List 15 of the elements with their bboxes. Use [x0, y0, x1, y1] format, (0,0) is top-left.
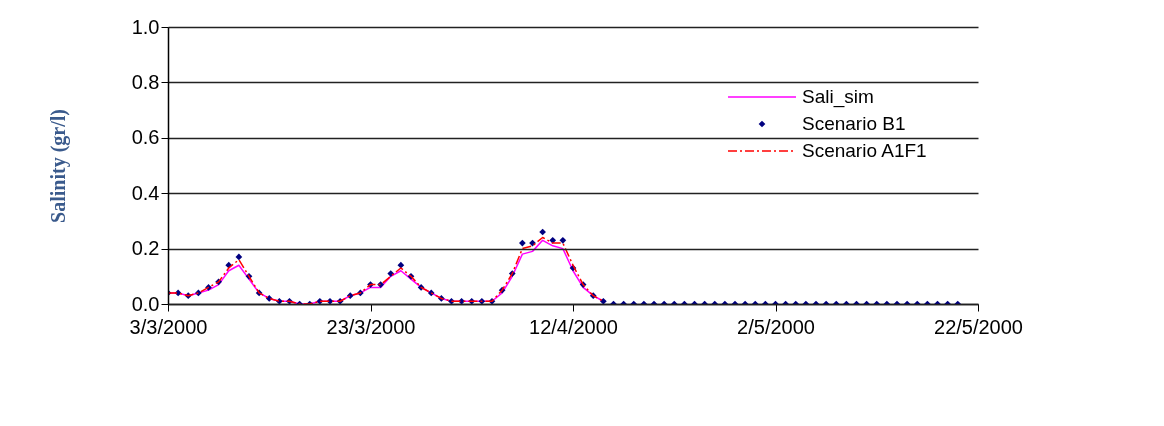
y-tick-label: 0.8 — [131, 70, 160, 93]
y-tick-label: 0.2 — [131, 237, 160, 260]
legend-label: Sali_sim — [802, 86, 874, 108]
x-tick-label: 12/4/2000 — [529, 315, 618, 338]
y-tick-label: 0.0 — [131, 292, 160, 315]
y-tick-label: 1.0 — [131, 15, 160, 38]
x-tick-label: 2/5/2000 — [737, 315, 815, 338]
x-tick-label: 3/3/2000 — [129, 315, 208, 338]
x-tick-label: 23/3/2000 — [326, 315, 416, 338]
y-axis-title: Salinity (gr/l) — [46, 109, 70, 223]
x-tick-label: 22/5/2000 — [934, 315, 1023, 338]
y-tick-label: 0.6 — [131, 126, 160, 149]
legend-label: Scenario B1 — [802, 113, 906, 134]
y-tick-label: 0.4 — [131, 181, 160, 204]
legend-label: Scenario A1F1 — [802, 140, 927, 161]
